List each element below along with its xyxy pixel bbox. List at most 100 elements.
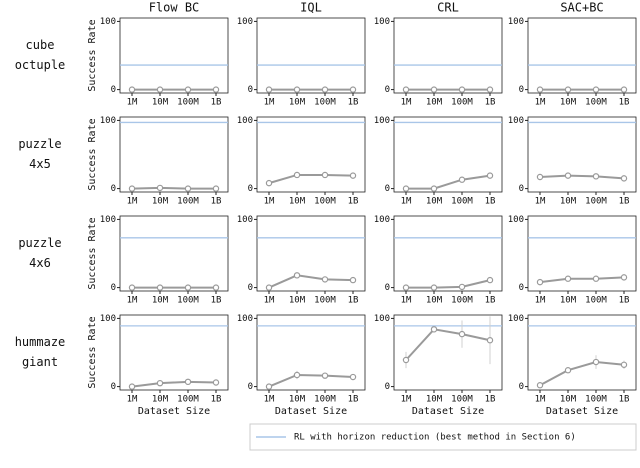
series-line <box>131 186 216 190</box>
x-tick-label: 10M <box>426 395 443 405</box>
row-label: giant <box>22 355 58 369</box>
x-tick-label: 1B <box>485 98 496 108</box>
x-tick-label: 100M <box>314 197 336 207</box>
point <box>265 383 273 390</box>
x-axis-label: Dataset Size <box>275 406 347 417</box>
column-title: Flow BC <box>149 1 200 15</box>
point <box>564 172 572 179</box>
point <box>212 379 220 386</box>
x-tick-label: 1M <box>264 98 275 108</box>
point <box>536 173 544 181</box>
series-line <box>268 373 354 388</box>
point <box>184 284 192 291</box>
y-tick-label: 100 <box>237 314 253 324</box>
y-tick-label: 0 <box>111 85 116 95</box>
plot-frame <box>119 314 229 391</box>
x-tick-label: 100M <box>451 197 473 207</box>
y-tick-label: 0 <box>519 382 524 392</box>
column-title: CRL <box>437 1 459 15</box>
y-tick-label: 100 <box>508 215 524 225</box>
x-tick-label: 1B <box>485 395 496 405</box>
y-tick-label: 100 <box>100 215 116 225</box>
x-tick-label: 1B <box>485 296 496 306</box>
point <box>156 86 164 93</box>
plot-frame <box>256 314 366 391</box>
point <box>430 326 438 333</box>
y-tick-label: 0 <box>248 85 253 95</box>
row-label: cube <box>26 38 55 52</box>
point <box>349 276 357 284</box>
plot-frame <box>119 116 229 193</box>
point <box>430 284 438 291</box>
x-tick-label: 10M <box>560 197 577 207</box>
point <box>486 337 494 344</box>
point <box>458 330 466 338</box>
x-tick-label: 100M <box>314 296 336 306</box>
x-tick-label: 1B <box>619 296 630 306</box>
x-tick-label: 100M <box>177 395 199 405</box>
x-tick-label: 100M <box>451 395 473 405</box>
x-axis-label: Dataset Size <box>546 406 618 417</box>
row-label: octuple <box>15 58 66 72</box>
point <box>156 284 164 291</box>
plot-frame <box>119 17 229 94</box>
point <box>184 378 192 386</box>
x-tick-label: 1M <box>264 395 275 405</box>
y-tick-label: 100 <box>100 314 116 324</box>
plot-frame <box>527 116 637 193</box>
series-line <box>268 173 354 185</box>
point <box>321 372 329 379</box>
x-tick-label: 1M <box>127 395 138 405</box>
plot-frame <box>527 17 637 94</box>
series-line <box>539 174 625 180</box>
x-tick-label: 1M <box>535 296 546 306</box>
x-tick-label: 10M <box>426 98 443 108</box>
x-tick-label: 1B <box>619 197 630 207</box>
x-tick-label: 10M <box>289 98 306 108</box>
y-tick-label: 100 <box>100 116 116 126</box>
point <box>402 356 410 364</box>
point <box>564 275 572 282</box>
x-tick-label: 100M <box>585 296 607 306</box>
point <box>293 171 301 179</box>
plot-frame <box>527 314 637 391</box>
x-tick-label: 1B <box>348 296 359 306</box>
x-tick-label: 1M <box>401 197 412 207</box>
x-tick-label: 10M <box>426 197 443 207</box>
legend-box <box>249 423 637 451</box>
x-tick-label: 1B <box>211 296 222 306</box>
y-tick-label: 100 <box>374 314 390 324</box>
point <box>458 86 466 93</box>
y-tick-label: 100 <box>237 17 253 27</box>
y-tick-label: 100 <box>100 17 116 27</box>
point <box>293 86 301 93</box>
point <box>620 274 628 281</box>
point <box>212 86 220 93</box>
x-tick-label: 1M <box>535 98 546 108</box>
y-tick-label: 100 <box>508 17 524 27</box>
x-tick-label: 100M <box>585 197 607 207</box>
row-label: puzzle <box>18 236 61 250</box>
x-tick-label: 100M <box>314 395 336 405</box>
point <box>321 171 329 179</box>
point <box>184 185 192 192</box>
point <box>293 272 301 279</box>
x-tick-label: 1B <box>619 395 630 405</box>
x-axis-label: Dataset Size <box>138 406 210 417</box>
x-tick-label: 1B <box>348 395 359 405</box>
column-title: IQL <box>300 1 322 15</box>
point <box>458 176 466 183</box>
point <box>265 179 273 187</box>
y-tick-label: 100 <box>374 116 390 126</box>
series-line <box>539 276 625 284</box>
y-axis-label: Success Rate <box>87 217 98 289</box>
x-tick-label: 1M <box>264 296 275 306</box>
row-label: 4x5 <box>29 157 51 171</box>
point <box>564 86 572 93</box>
y-tick-label: 0 <box>519 184 524 194</box>
y-tick-label: 100 <box>374 17 390 27</box>
x-tick-label: 100M <box>314 98 336 108</box>
y-tick-label: 0 <box>385 283 390 293</box>
row-label: 4x6 <box>29 256 51 270</box>
y-tick-label: 100 <box>237 215 253 225</box>
